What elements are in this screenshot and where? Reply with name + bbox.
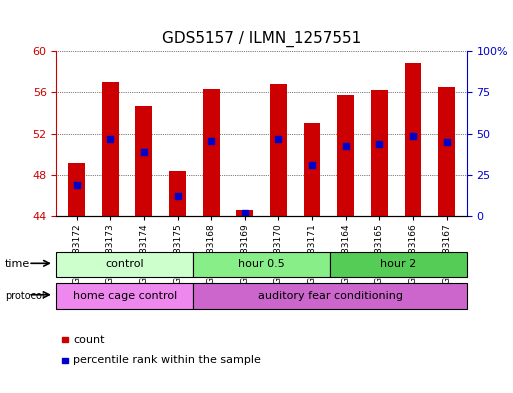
Bar [203,89,220,216]
Text: hour 0.5: hour 0.5 [238,259,285,269]
Text: auditory fear conditioning: auditory fear conditioning [258,291,403,301]
Text: count: count [73,335,105,345]
Bar [304,123,321,216]
Text: time: time [5,259,30,269]
Bar [270,84,287,216]
Bar [169,171,186,216]
Text: control: control [106,259,144,269]
Bar [135,106,152,216]
Bar [438,87,455,216]
Text: percentile rank within the sample: percentile rank within the sample [73,355,261,365]
Bar [102,82,119,216]
Text: hour 2: hour 2 [380,259,417,269]
Title: GDS5157 / ILMN_1257551: GDS5157 / ILMN_1257551 [162,31,361,47]
Bar [338,95,354,216]
Text: home cage control: home cage control [73,291,177,301]
Bar [405,63,421,216]
Bar [236,210,253,216]
Bar [68,162,85,216]
Text: protocol: protocol [5,291,45,301]
Bar [371,90,388,216]
